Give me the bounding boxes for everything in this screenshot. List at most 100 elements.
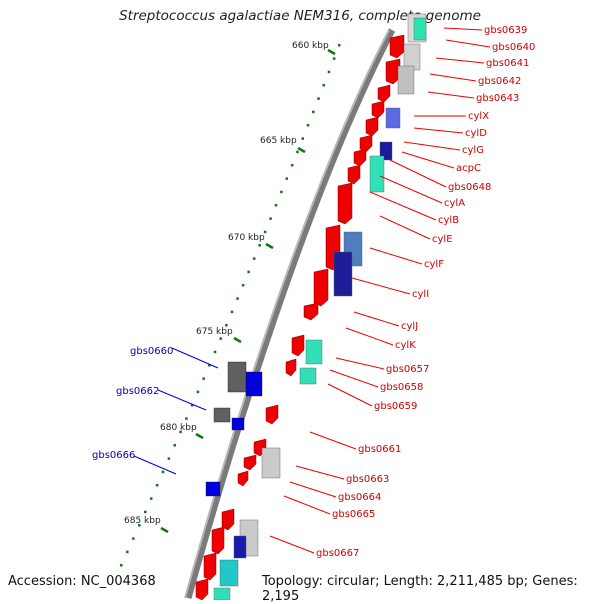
ruler-label: 670 kbp (228, 233, 265, 243)
ruler-label: 685 kbp (124, 516, 161, 526)
label-leader-line (435, 57, 485, 64)
ruler-label: 665 kbp (260, 136, 297, 146)
gene-label-gbs0667: gbs0667 (316, 548, 359, 559)
label-leader-line (427, 91, 475, 99)
forward-gene-arrow (337, 182, 353, 225)
label-leader-line (389, 159, 447, 188)
label-leader-line (295, 465, 345, 480)
forward-gene-arrow (211, 526, 225, 555)
label-leader-line (369, 191, 437, 221)
ruler-dot (290, 164, 294, 167)
ruler-dot (296, 150, 299, 154)
gene-label-gbs0642: gbs0642 (478, 76, 521, 87)
forward-gene-arrow (377, 84, 391, 103)
right-gene-labels: gbs0639 gbs0640 gbs0641 gbs0642 gbs0643 cylX c… (316, 25, 535, 559)
similarity-block (233, 535, 247, 559)
similarity-block (385, 107, 401, 129)
label-leader-line (429, 73, 477, 82)
gene-label-cylD: cylD (465, 128, 487, 139)
forward-gene-arrow (353, 148, 367, 167)
label-leader-line (309, 431, 357, 450)
ruler-dot (132, 537, 135, 540)
forward-gene-arrow (265, 404, 279, 425)
ruler-major-tick (160, 526, 169, 534)
label-leader-line (329, 369, 379, 388)
ruler-dot (225, 324, 228, 327)
forward-strand-genes (195, 13, 427, 600)
reverse-gene-arrow (227, 361, 247, 393)
ruler-dot (332, 57, 336, 60)
similarity-block (213, 587, 231, 600)
right-leader-lines (269, 27, 491, 554)
ruler-dot (196, 390, 200, 394)
map-title: Streptococcus agalactiae NEM316, complet… (119, 8, 481, 24)
label-leader-line (171, 347, 219, 369)
gene-label-gbs0663: gbs0663 (346, 474, 389, 485)
ruler-dot (285, 177, 289, 180)
label-leader-line (269, 535, 315, 554)
forward-gene-arrow (237, 470, 249, 487)
forward-gene-arrow (195, 578, 209, 600)
label-leader-line (351, 277, 411, 295)
gene-label-gbs0664: gbs0664 (338, 492, 381, 503)
gene-label-gbs0665: gbs0665 (332, 509, 375, 520)
ruler-dot (120, 564, 123, 567)
forward-gene-arrow (359, 134, 373, 153)
gene-label-gbs0648: gbs0648 (448, 182, 491, 193)
forward-gene-arrow (385, 58, 401, 85)
label-leader-line (403, 141, 461, 151)
accession-text: Accession: NC_004368 (8, 574, 156, 589)
ruler-dot (126, 550, 129, 554)
ruler-major-tick (233, 336, 242, 344)
ruler-dot (258, 244, 261, 247)
forward-gene-arrow (285, 358, 297, 377)
label-leader-line (379, 215, 431, 240)
label-leader-line (413, 127, 464, 134)
gene-label-cylK: cylK (395, 340, 416, 351)
forward-gene-arrow (243, 454, 257, 471)
ruler-dot (280, 190, 283, 194)
ruler-major-tick (195, 432, 204, 440)
gene-label-gbs0641: gbs0641 (486, 58, 529, 69)
ruler-dot (149, 497, 153, 500)
label-leader-line (335, 357, 385, 370)
gene-label-acpC: acpC (456, 163, 481, 174)
similarity-block (413, 17, 427, 41)
ruler-dot (161, 470, 165, 474)
forward-gene-arrow (203, 552, 217, 581)
ruler-dot (208, 364, 211, 367)
forward-gene-arrow (365, 116, 379, 137)
ruler-labels: 660 kbp 665 kbp 670 kbp 675 kbp 680 kbp 685 k… (124, 41, 329, 526)
reverse-gene-arrow (245, 371, 263, 397)
similarity-block (369, 155, 385, 193)
gene-label-gbs0657: gbs0657 (386, 364, 429, 375)
label-leader-line (345, 327, 394, 346)
ruler-dot (327, 70, 331, 74)
forward-gene-arrow (313, 268, 329, 307)
ruler-dot (236, 297, 239, 300)
label-leader-line (283, 495, 331, 515)
similarity-block (397, 65, 415, 95)
gene-label-cylJ: cylJ (401, 321, 418, 332)
ruler-dot (312, 110, 315, 114)
reverse-gene-arrow (231, 417, 245, 431)
forward-gene-arrow (347, 164, 361, 185)
forward-gene-arrow (291, 334, 305, 357)
ruler-major-tick (327, 48, 336, 56)
reverse-gene-arrow (213, 407, 231, 423)
gene-label-gbs0643: gbs0643 (476, 93, 519, 104)
gene-label-gbs0639: gbs0639 (484, 25, 527, 36)
ruler-dot (155, 484, 159, 487)
forward-gene-arrow (303, 302, 319, 321)
gene-label-cylE: cylE (432, 234, 453, 245)
ruler-dot (317, 97, 320, 100)
ruler-dot (269, 217, 272, 220)
gene-label-cylF: cylF (424, 259, 444, 270)
label-leader-line (157, 389, 207, 411)
label-leader-line (379, 175, 443, 204)
ruler-label: 675 kbp (196, 327, 233, 337)
left-leader-lines (133, 347, 219, 475)
ruler-dot (274, 204, 278, 207)
gene-label-gbs0660: gbs0660 (130, 346, 173, 357)
